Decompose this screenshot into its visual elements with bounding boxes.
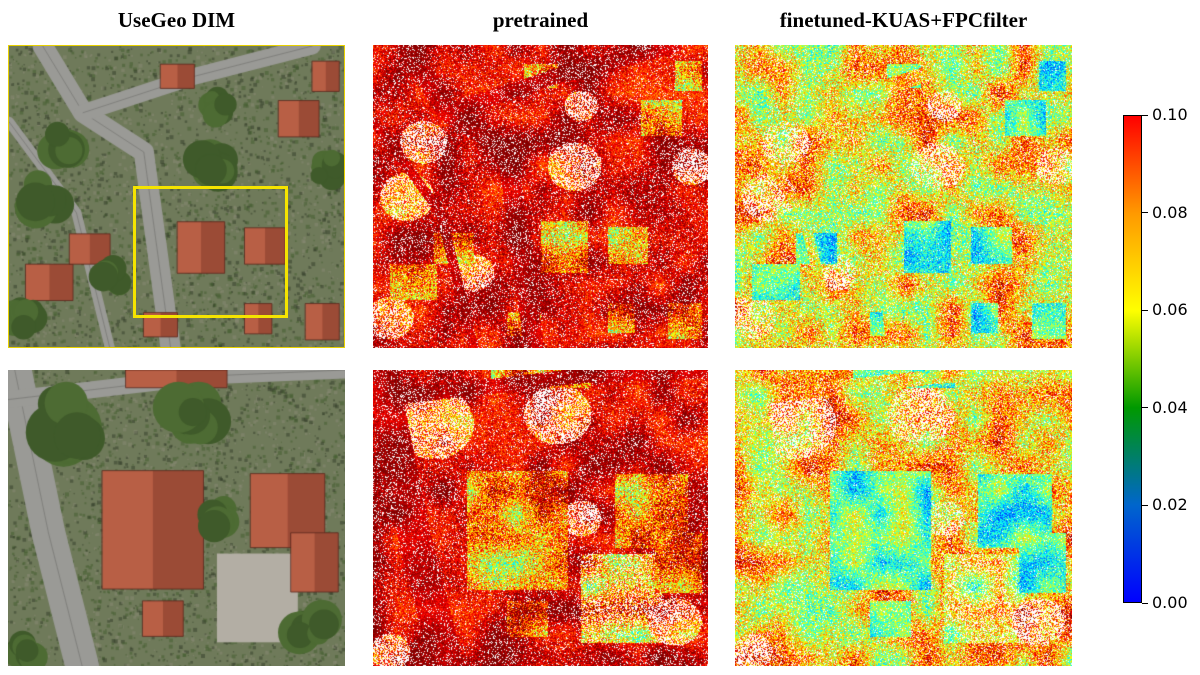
colorbar-gradient: [1124, 116, 1141, 602]
error-map-pretrained-overview: [373, 45, 708, 348]
colorbar-tick-label: 0.08: [1152, 202, 1188, 222]
orthophoto-detail-image: [8, 370, 345, 666]
column-title-finetuned: finetuned-KUAS+FPCfilter: [779, 8, 1028, 32]
region-of-interest-box: [133, 186, 288, 318]
orthophoto-overview-image: [9, 46, 344, 347]
colorbar-tick-label: 0.02: [1152, 495, 1188, 515]
colorbar-tick-label: 0.06: [1152, 300, 1188, 320]
column-title-pretrained: pretrained: [492, 8, 589, 32]
colorbar: [1123, 115, 1142, 603]
orthophoto-detail-panel: [8, 370, 345, 666]
error-map-pretrained-overview-image: [373, 45, 708, 348]
error-map-pretrained-detail: [373, 370, 708, 666]
colorbar-tick-label: 0.00: [1152, 593, 1188, 612]
colorbar-tick: [1142, 309, 1148, 311]
colorbar-tick: [1142, 114, 1148, 116]
error-map-finetuned-detail: [735, 370, 1072, 666]
orthophoto-overview-panel: [8, 45, 345, 348]
error-map-finetuned-detail-image: [735, 370, 1072, 666]
colorbar-tick: [1142, 212, 1148, 214]
column-title-usegeo-dim: UseGeo DIM: [117, 8, 236, 32]
colorbar-tick: [1142, 504, 1148, 506]
colorbar-tick: [1142, 407, 1148, 409]
error-map-finetuned-overview-image: [735, 45, 1072, 348]
error-map-pretrained-detail-image: [373, 370, 708, 666]
colorbar-tick: [1142, 602, 1148, 604]
colorbar-tick-label: 0.10: [1152, 105, 1188, 124]
error-map-finetuned-overview: [735, 45, 1072, 348]
colorbar-tick-label: 0.04: [1152, 397, 1188, 417]
